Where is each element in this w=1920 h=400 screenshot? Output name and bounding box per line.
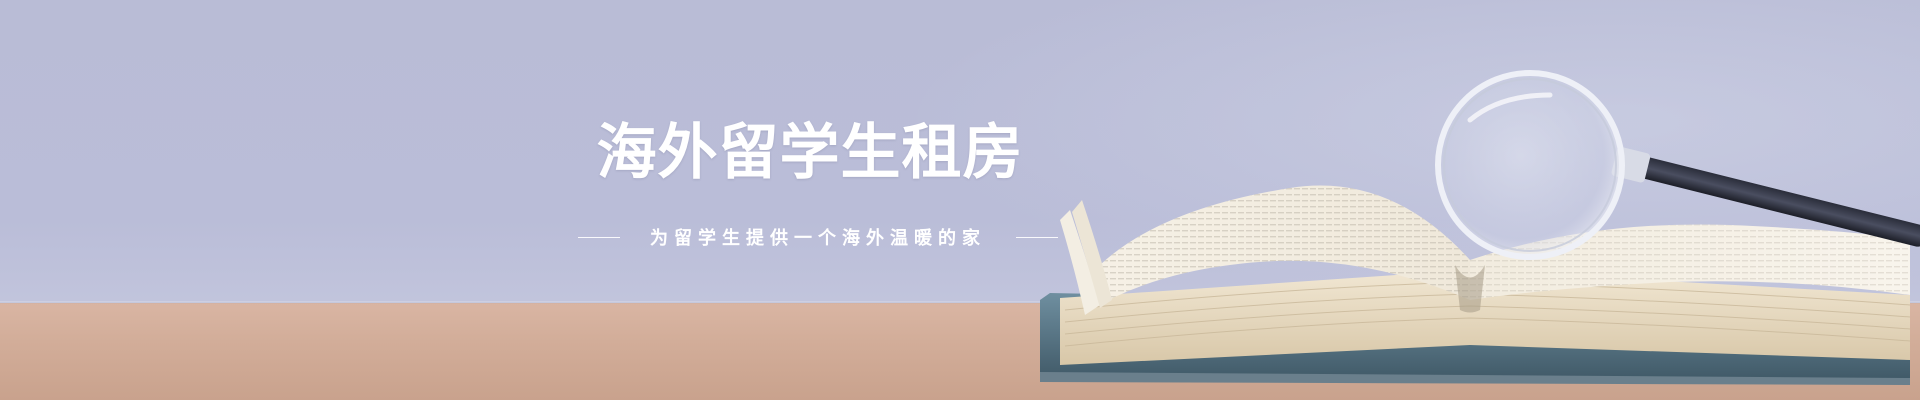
tagline-rule-left (578, 236, 620, 238)
banner-tagline: 为留学生提供一个海外温暖的家 (650, 228, 986, 249)
book-and-magnifier-photo (1040, 70, 1920, 385)
tagline-rule-right (1016, 236, 1058, 238)
banner-headline: 海外留学生租房 (596, 118, 1024, 188)
desk-edge (0, 301, 1920, 304)
tagline-row: 为留学生提供一个海外温暖的家 (548, 222, 1088, 252)
magnifying-glass (1435, 70, 1920, 260)
